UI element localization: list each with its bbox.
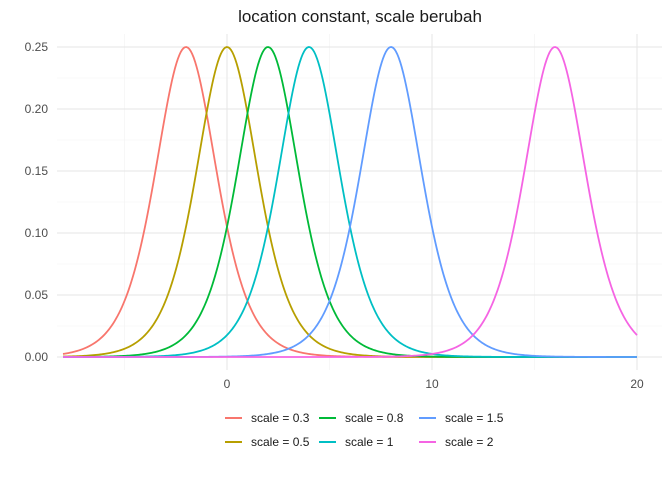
series-lines [62, 46, 638, 358]
x-tick-label: 0 [224, 377, 231, 391]
x-tick-label: 20 [630, 377, 644, 391]
chart-title: location constant, scale berubah [238, 7, 482, 26]
legend-label: scale = 0.5 [251, 435, 310, 449]
x-tick-label: 10 [425, 377, 439, 391]
legend-label: scale = 1.5 [445, 411, 504, 425]
legend-label: scale = 2 [445, 435, 494, 449]
y-tick-label: 0.20 [25, 102, 49, 116]
y-tick-label: 0.05 [25, 288, 49, 302]
grid [57, 34, 662, 370]
legend-label: scale = 0.8 [345, 411, 404, 425]
y-tick-label: 0.00 [25, 350, 49, 364]
y-tick-label: 0.25 [25, 40, 49, 54]
legend: scale = 0.3 scale = 0.5 scale = 0.8 scale =… [225, 411, 504, 449]
y-axis-ticks: 0.00 0.05 0.10 0.15 0.20 0.25 [25, 40, 49, 364]
y-tick-label: 0.15 [25, 164, 49, 178]
legend-label: scale = 0.3 [251, 411, 310, 425]
x-axis-ticks: 0 10 20 [224, 377, 644, 391]
legend-label: scale = 1 [345, 435, 394, 449]
series-line [63, 46, 638, 358]
y-tick-label: 0.10 [25, 226, 49, 240]
